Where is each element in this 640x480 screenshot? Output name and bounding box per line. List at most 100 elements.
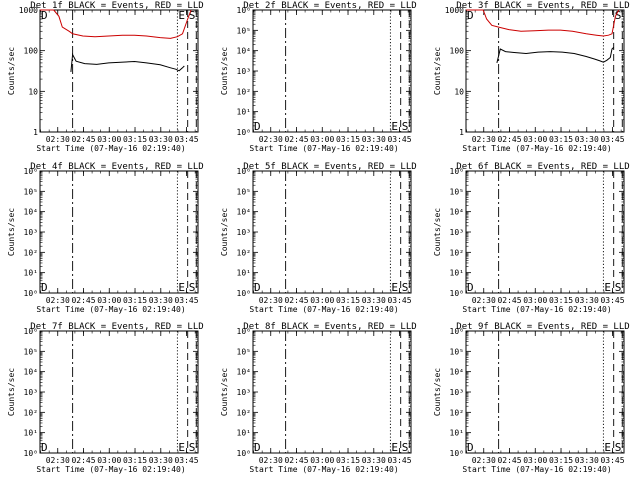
x-tick-label: 03:45	[174, 296, 198, 305]
y-tick-label: 10⁰	[450, 289, 464, 298]
x-tick-label: 03:45	[174, 456, 198, 465]
x-tick-label: 03:00	[523, 456, 547, 465]
x-tick-label: 03:15	[336, 296, 360, 305]
x-tick-label: 03:45	[600, 456, 624, 465]
event-marker-label: D	[467, 281, 474, 294]
x-tick-label: 03:00	[310, 456, 334, 465]
x-axis-label: Start Time (07-May-16 02:19:40)	[462, 144, 611, 153]
x-tick-label: 02:45	[497, 135, 521, 144]
y-tick-label: 10²	[24, 408, 38, 417]
panel-det-5: Det 5f BLACK = Events, RED = LLD 10⁰ 10¹ 10…	[220, 162, 417, 314]
y-tick-label: 10⁶	[237, 167, 251, 176]
x-tick-label: 03:00	[97, 135, 121, 144]
panel-title: Det 4f BLACK = Events, RED = LLD	[30, 162, 203, 172]
y-tick-label: 1000	[445, 6, 464, 15]
panel-det-8: Det 8f BLACK = Events, RED = LLD 10⁰ 10¹ 10…	[220, 322, 417, 474]
event-marker-label: S	[402, 281, 409, 294]
event-marker-label: D	[254, 281, 261, 294]
y-tick-label: 10⁶	[24, 327, 38, 336]
events-rate-line	[496, 47, 615, 64]
y-tick-label: 10	[454, 87, 464, 96]
x-tick-label: 03:30	[575, 135, 599, 144]
x-tick-label: 03:15	[549, 296, 573, 305]
y-tick-label: 10⁴	[237, 208, 251, 217]
y-tick-label: 10⁵	[237, 187, 251, 196]
y-tick-label: 10⁵	[237, 347, 251, 356]
x-tick-label: 03:15	[336, 456, 360, 465]
plot-frame	[39, 330, 199, 454]
x-tick-label: 03:30	[575, 456, 599, 465]
x-tick-label: 03:30	[149, 135, 173, 144]
x-axis-label: Start Time (07-May-16 02:19:40)	[249, 305, 398, 314]
plot-frame	[465, 330, 625, 454]
x-tick-label: 02:30	[472, 456, 496, 465]
x-tick-label: 03:45	[600, 296, 624, 305]
event-marker-label: S	[615, 281, 622, 294]
panel-title: Det 3f BLACK = Events, RED = LLD	[456, 1, 629, 11]
x-tick-label: 02:30	[259, 135, 283, 144]
x-axis-label: Start Time (07-May-16 02:19:40)	[462, 305, 611, 314]
x-tick-label: 03:30	[362, 456, 386, 465]
y-tick-label: 10²	[237, 87, 251, 96]
y-tick-label: 1	[33, 128, 38, 137]
x-tick-label: 03:00	[97, 456, 121, 465]
x-tick-label: 03:45	[387, 296, 411, 305]
y-tick-label: 10²	[450, 248, 464, 257]
x-tick-label: 02:30	[259, 456, 283, 465]
event-marker-label: S	[189, 281, 196, 294]
x-axis-label: Start Time (07-May-16 02:19:40)	[36, 144, 185, 153]
y-tick-label: 10¹	[24, 269, 38, 278]
y-tick-label: 10²	[237, 408, 251, 417]
event-marker-label: E	[391, 441, 398, 454]
y-tick-label: 1000	[19, 6, 38, 15]
event-marker-label: D	[41, 281, 48, 294]
y-tick-label: 10⁰	[237, 128, 251, 137]
y-tick-label: 10¹	[237, 269, 251, 278]
panel-det-7: Det 7f BLACK = Events, RED = LLD 10⁰ 10¹ 10…	[7, 322, 204, 474]
panel-det-6: Det 6f BLACK = Events, RED = LLD 10⁰ 10¹ 10…	[433, 162, 630, 314]
lld-rate-line	[466, 9, 620, 37]
x-axis-label: Start Time (07-May-16 02:19:40)	[249, 465, 398, 474]
event-marker-label: E	[391, 120, 398, 133]
y-tick-label: 10⁵	[450, 347, 464, 356]
panel-title: Det 9f BLACK = Events, RED = LLD	[456, 322, 629, 332]
x-tick-label: 02:45	[71, 456, 95, 465]
panel-title: Det 7f BLACK = Events, RED = LLD	[30, 322, 203, 332]
panel-title: Det 1f BLACK = Events, RED = LLD	[30, 1, 203, 11]
event-marker-label: E	[604, 281, 611, 294]
event-marker-label: D	[254, 441, 261, 454]
x-tick-label: 03:15	[123, 456, 147, 465]
x-tick-label: 03:30	[575, 296, 599, 305]
x-tick-label: 03:30	[362, 135, 386, 144]
plot-frame	[465, 170, 625, 294]
x-tick-label: 03:00	[97, 296, 121, 305]
y-axis-label: Counts/sec	[7, 368, 16, 416]
event-marker-label: D	[41, 9, 48, 22]
x-tick-label: 03:00	[523, 135, 547, 144]
event-marker-label: D	[41, 441, 48, 454]
y-axis-label: Counts/sec	[220, 208, 229, 256]
x-tick-label: 03:00	[310, 296, 334, 305]
x-tick-label: 03:00	[523, 296, 547, 305]
event-marker-label: S	[402, 441, 409, 454]
y-tick-label: 100	[450, 47, 465, 56]
event-marker-label: E	[391, 281, 398, 294]
plot-frame	[252, 9, 412, 133]
event-marker-label: D	[467, 9, 474, 22]
y-tick-label: 10²	[24, 248, 38, 257]
event-marker-label: S	[189, 441, 196, 454]
lld-rate-line	[40, 9, 192, 39]
y-tick-label: 10³	[237, 67, 251, 76]
y-tick-label: 10	[28, 87, 38, 96]
y-tick-label: 10⁵	[450, 187, 464, 196]
x-axis-label: Start Time (07-May-16 02:19:40)	[36, 305, 185, 314]
x-axis-label: Start Time (07-May-16 02:19:40)	[36, 465, 185, 474]
event-marker-label: S	[615, 441, 622, 454]
y-tick-label: 1	[459, 128, 464, 137]
event-marker-label: S	[189, 9, 196, 22]
y-tick-label: 10⁰	[237, 289, 251, 298]
y-tick-label: 10⁵	[24, 187, 38, 196]
x-tick-label: 02:30	[472, 296, 496, 305]
panel-title: Det 5f BLACK = Events, RED = LLD	[243, 162, 416, 172]
